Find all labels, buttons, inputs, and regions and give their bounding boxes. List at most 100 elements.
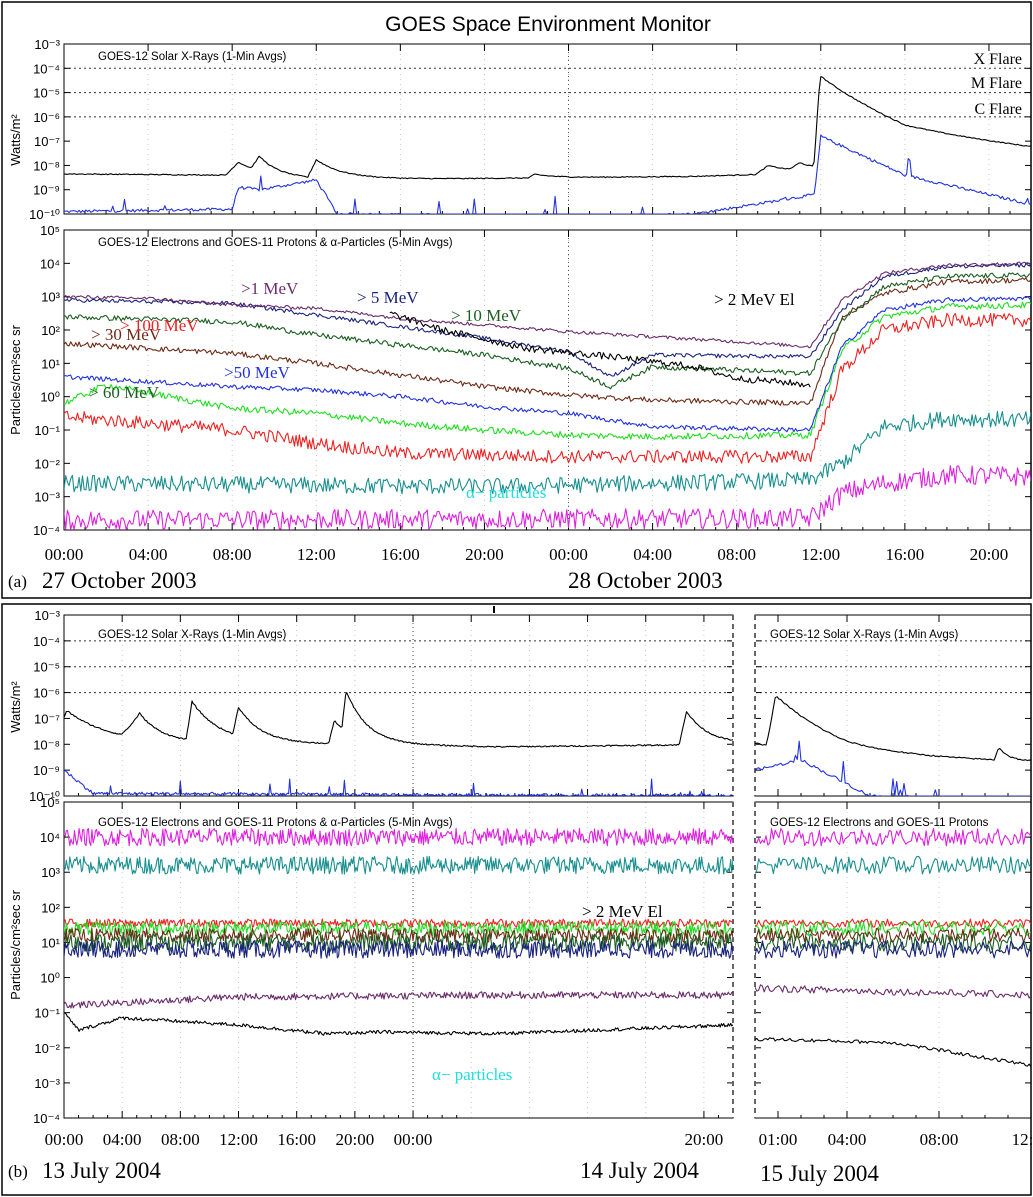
a-part-box (63, 229, 1032, 531)
a-part-xtick-label: 04:00 (633, 545, 672, 564)
a-xray-ytick-label: 10⁻⁷ (34, 134, 60, 149)
label-60mev: > 60 MeV (89, 383, 160, 402)
panel-a-xray-title: GOES-12 Solar X-Rays (1-Min Avgs) (98, 51, 286, 63)
panel-a-xray-ylabel: Watts/m² (8, 114, 23, 166)
label-50mev: >50 MeV (224, 363, 290, 382)
a-part-ytick-label: 10¹ (41, 356, 60, 371)
b-part-r-series-p-f (755, 918, 1031, 928)
a-part-series--60-mev (64, 301, 1031, 441)
b-part-r-series-p-e (755, 920, 1031, 936)
b-part-series--particles-low- (64, 827, 733, 847)
b-part-r-series-p-a (755, 984, 1031, 999)
a-part-series--2-mev-el (389, 311, 811, 388)
panel-b-particle-axes: 10⁵ 10⁴ 10³ 10² 10¹ 10⁰ 10⁻¹ 10⁻² 10⁻³ 10⁻⁴ 00:00 0… (33, 795, 1033, 1149)
panel-a-particle-title: GOES-12 Electrons and GOES-11 Protons & … (98, 237, 453, 249)
a-part-xtick-label: 12:00 (297, 545, 336, 564)
b-part-ytick-label: 10⁻¹ (34, 1006, 60, 1021)
a-part-series--5-mev (64, 262, 1031, 377)
b-part-r-series-p-b (755, 940, 1031, 959)
b-xray-ytick-label: 10⁻³ (34, 608, 60, 623)
b-xray-ytick-label: 10⁻¹⁰ (29, 789, 60, 804)
a-part-xtick-label: 08:00 (717, 545, 756, 564)
b-part-ytick-label: 10⁰ (40, 971, 60, 986)
b-part-xtick-label: 04:00 (103, 1130, 142, 1149)
a-part-xtick-label: 16:00 (886, 545, 925, 564)
b-part-ytick-label: 10¹ (41, 935, 60, 950)
a-xray-ytick-label: 10⁻⁸ (33, 158, 60, 173)
panel-a-particle-ylabel: Particles/cm²sec sr (8, 324, 23, 434)
b-part-ytick-label: 10⁻⁴ (33, 1111, 60, 1126)
label-2mev-el-a: > 2 MeV El (714, 290, 795, 309)
panel-b-label: (b) (8, 1162, 28, 1181)
a-part-ytick-label: 10⁻² (34, 456, 60, 471)
label-2mev-el-b: > 2 MeV El (582, 902, 663, 921)
label-100mev: > 100 MeV (120, 316, 199, 335)
b-part-r-xtick-label: 01:00 (759, 1130, 798, 1149)
panel-b-date2: 14 July 2004 (580, 1158, 699, 1183)
a-part-ytick-label: 10³ (41, 290, 60, 305)
m-flare-label: M Flare (971, 75, 1022, 92)
a-xray-ytick-label: 10⁻³ (34, 37, 60, 52)
b-part-xtick-label: 16:00 (277, 1130, 316, 1149)
b-xray-ytick-label: 10⁻⁵ (33, 660, 60, 675)
b-part-r-box (754, 801, 1032, 1119)
panel-a-label: (a) (8, 572, 27, 591)
panel-a-date1: 27 October 2003 (42, 568, 197, 593)
b-part-r-xtick-label: 04:00 (828, 1130, 867, 1149)
panel-b-xray-ylabel: Watts/m² (8, 681, 23, 733)
panel-a-date2: 28 October 2003 (568, 568, 723, 593)
b-part-series--particles-high- (64, 855, 733, 875)
b-xray-ytick-label: 10⁻⁴ (33, 634, 60, 649)
label-alpha-a: α− particles (466, 483, 546, 502)
a-part-series--1-mev (64, 261, 1031, 349)
a-xray-box (63, 43, 1032, 215)
panel-b-particle-title-right: GOES-12 Electrons and GOES-11 Protons (770, 817, 989, 829)
b-part-series-p-a (64, 991, 733, 1009)
a-part-xtick-label: 16:00 (381, 545, 420, 564)
b-xray-ytick-label: 10⁻⁹ (33, 763, 60, 778)
label-5mev: > 5 MeV (357, 288, 419, 307)
panel-b-particle-title: GOES-12 Electrons and GOES-11 Protons & … (98, 817, 453, 829)
b-part-r-series-p-c (755, 933, 1031, 952)
a-part-series--10-mev (64, 272, 1031, 390)
b-xray-r-box (754, 614, 1032, 797)
panel-b-xray-axes: 10⁻³ 10⁻⁴ 10⁻⁵ 10⁻⁶ 10⁻⁷ 10⁻⁸ 10⁻⁹ 10⁻¹⁰ (29, 608, 1032, 804)
a-part-xtick-label: 12:00 (801, 545, 840, 564)
b-part-xtick-label: 08:00 (161, 1130, 200, 1149)
b-xray-ytick-label: 10⁻⁷ (34, 711, 60, 726)
panel-b-xray-title: GOES-12 Solar X-Rays (1-Min Avgs) (98, 629, 286, 641)
a-xray-ytick-label: 10⁻⁹ (33, 183, 60, 198)
b-part-xtick-label: 20:00 (336, 1130, 375, 1149)
b-xray-box (63, 614, 734, 797)
b-part-r-xtick-label: 08:00 (920, 1130, 959, 1149)
panel-b-date3: 15 July 2004 (760, 1161, 879, 1186)
b-xray-r-series-short-0-5-4- (755, 740, 1031, 796)
a-xray-ytick-label: 10⁻⁵ (33, 86, 60, 101)
b-xray-ytick-label: 10⁻⁶ (33, 686, 60, 701)
panel-b-xray-title-right: GOES-12 Solar X-Rays (1-Min Avgs) (770, 629, 958, 641)
b-part-series--2-mev-el (64, 1012, 733, 1036)
panel-a-xray-axes: 10⁻³ 10⁻⁴ 10⁻⁵ 10⁻⁶ 10⁻⁷ 10⁻⁸ 10⁻⁹ 10⁻¹⁰ (29, 37, 1032, 222)
a-part-series--particles-low- (64, 465, 1031, 530)
b-part-ytick-label: 10⁻³ (34, 1076, 60, 1091)
a-part-series--30-mev (64, 277, 1031, 406)
b-part-xtick-label: 00:00 (45, 1130, 84, 1149)
b-xray-r-series-long-1-8- (755, 696, 1031, 762)
a-part-xtick-label: 00:00 (549, 545, 588, 564)
a-part-xtick-label: 08:00 (213, 545, 252, 564)
a-xray-ytick-label: 10⁻⁴ (33, 61, 60, 76)
a-xray-ytick-label: 10⁻¹⁰ (29, 207, 60, 222)
b-part-xtick-label: 20:00 (685, 1130, 724, 1149)
a-part-ytick-label: 10⁻⁴ (33, 523, 60, 538)
a-part-series--particles-high- (64, 410, 1031, 495)
b-part-ytick-label: 10² (41, 900, 60, 915)
a-part-ytick-label: 10⁴ (40, 256, 60, 271)
b-part-r-xtick-label: 12:00 (1012, 1130, 1033, 1149)
b-part-series-p-b (64, 940, 733, 959)
b-xray-series-short-0-5-4- (64, 769, 733, 796)
a-xray-series-short-0-5-4- (64, 134, 1031, 214)
label-30mev: > 30 MeV (91, 325, 162, 344)
b-xray-ytick-label: 10⁻⁸ (33, 737, 60, 752)
a-part-ytick-label: 10⁻¹ (34, 423, 60, 438)
